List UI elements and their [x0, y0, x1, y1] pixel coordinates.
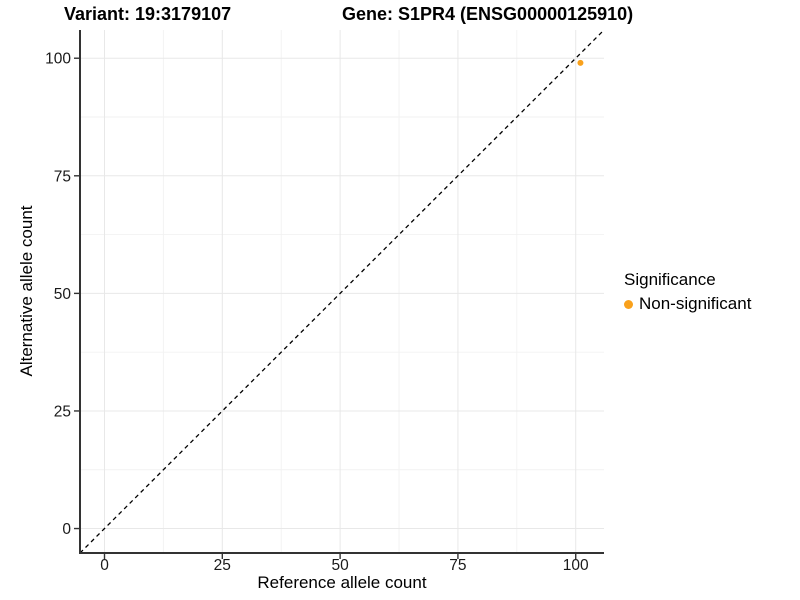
data-point: [577, 59, 584, 66]
x-tick-label: 75: [449, 557, 466, 574]
legend-item-non-significant: Non-significant: [624, 294, 751, 314]
legend: Significance Non-significant: [624, 270, 751, 314]
y-tick-label: 0: [62, 521, 71, 538]
legend-item-label: Non-significant: [639, 294, 752, 313]
x-tick-label: 0: [100, 557, 109, 574]
legend-title: Significance: [624, 270, 716, 289]
y-tick-label: 25: [54, 403, 71, 420]
x-tick-label: 50: [331, 557, 349, 574]
y-tick-label: 75: [54, 168, 71, 185]
non-significant-point-icon: [624, 299, 633, 309]
y-tick-label: 50: [54, 286, 72, 303]
y-tick-label: 100: [45, 51, 71, 68]
y-axis-title: Alternative allele count: [17, 205, 36, 377]
gene-title: Gene: S1PR4 (ENSG00000125910): [342, 4, 634, 24]
x-axis-title: Reference allele count: [257, 573, 427, 592]
x-tick-label: 100: [563, 557, 589, 574]
variant-title: Variant: 19:3179107: [64, 4, 232, 24]
x-tick-label: 25: [214, 557, 231, 574]
identity-dashed-line: [79, 29, 605, 554]
